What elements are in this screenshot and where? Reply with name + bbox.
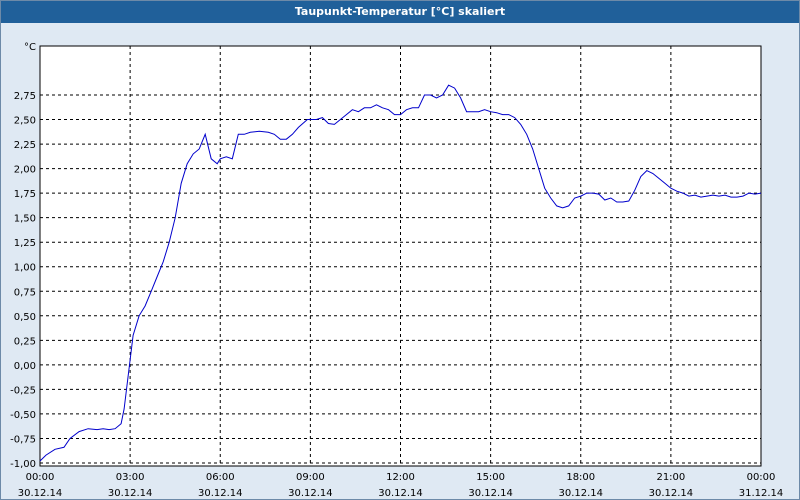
x-tick-time: 15:00 — [476, 472, 505, 483]
x-tick-time: 09:00 — [296, 472, 325, 483]
y-tick-label: 1,00 — [14, 263, 36, 274]
y-tick-label: 0,75 — [14, 287, 36, 298]
x-tick-date: 30.12.14 — [468, 488, 513, 499]
line-chart: °C -1,00 -0,75 -0,50 -0,25 0,00 0,25 0,50 0,75 1… — [10, 42, 784, 499]
x-tick-date: 30.12.14 — [378, 488, 423, 499]
y-tick-label: 0,25 — [14, 336, 36, 347]
y-tick-label: -0,50 — [10, 410, 36, 421]
unit-label: °C — [24, 42, 36, 53]
y-tick-label: -1,00 — [10, 459, 36, 470]
y-tick-label: 2,25 — [14, 140, 36, 151]
x-tick-time: 03:00 — [116, 472, 145, 483]
y-tick-label: -0,75 — [10, 434, 36, 445]
x-tick-date: 30.12.14 — [18, 488, 63, 499]
x-tick-time: 00:00 — [26, 472, 55, 483]
x-tick-date: 30.12.14 — [288, 488, 333, 499]
series-line — [39, 84, 762, 462]
x-tick-date: 30.12.14 — [108, 488, 153, 499]
x-tick-time: 06:00 — [206, 472, 235, 483]
x-tick-date: 30.12.14 — [649, 488, 694, 499]
window-title: Taupunkt-Temperatur [°C] skaliert — [1, 1, 799, 23]
y-tick-label: 2,75 — [14, 91, 36, 102]
x-tick-time: 18:00 — [566, 472, 595, 483]
y-tick-label: 0,00 — [14, 361, 36, 372]
x-tick-time: 12:00 — [386, 472, 415, 483]
x-tick-date: 30.12.14 — [198, 488, 243, 499]
x-tick-time: 00:00 — [747, 472, 776, 483]
y-tick-label: 2,00 — [14, 165, 36, 176]
y-tick-label: 1,50 — [14, 214, 36, 225]
y-tick-label: 1,25 — [14, 238, 36, 249]
x-tick-date: 31.12.14 — [739, 488, 784, 499]
grid — [40, 46, 761, 466]
y-tick-label: 1,75 — [14, 189, 36, 200]
x-tick-date: 30.12.14 — [558, 488, 603, 499]
x-axis-ticks: 00:00 30.12.14 03:00 30.12.14 06:00 30.12.14 0… — [18, 472, 784, 499]
y-tick-label: 2,50 — [14, 116, 36, 127]
y-axis-ticks: -1,00 -0,75 -0,50 -0,25 0,00 0,25 0,50 0,75 1,00… — [10, 91, 36, 470]
y-tick-label: 0,50 — [14, 312, 36, 323]
y-tick-label: -0,25 — [10, 385, 36, 396]
x-tick-time: 21:00 — [656, 472, 685, 483]
